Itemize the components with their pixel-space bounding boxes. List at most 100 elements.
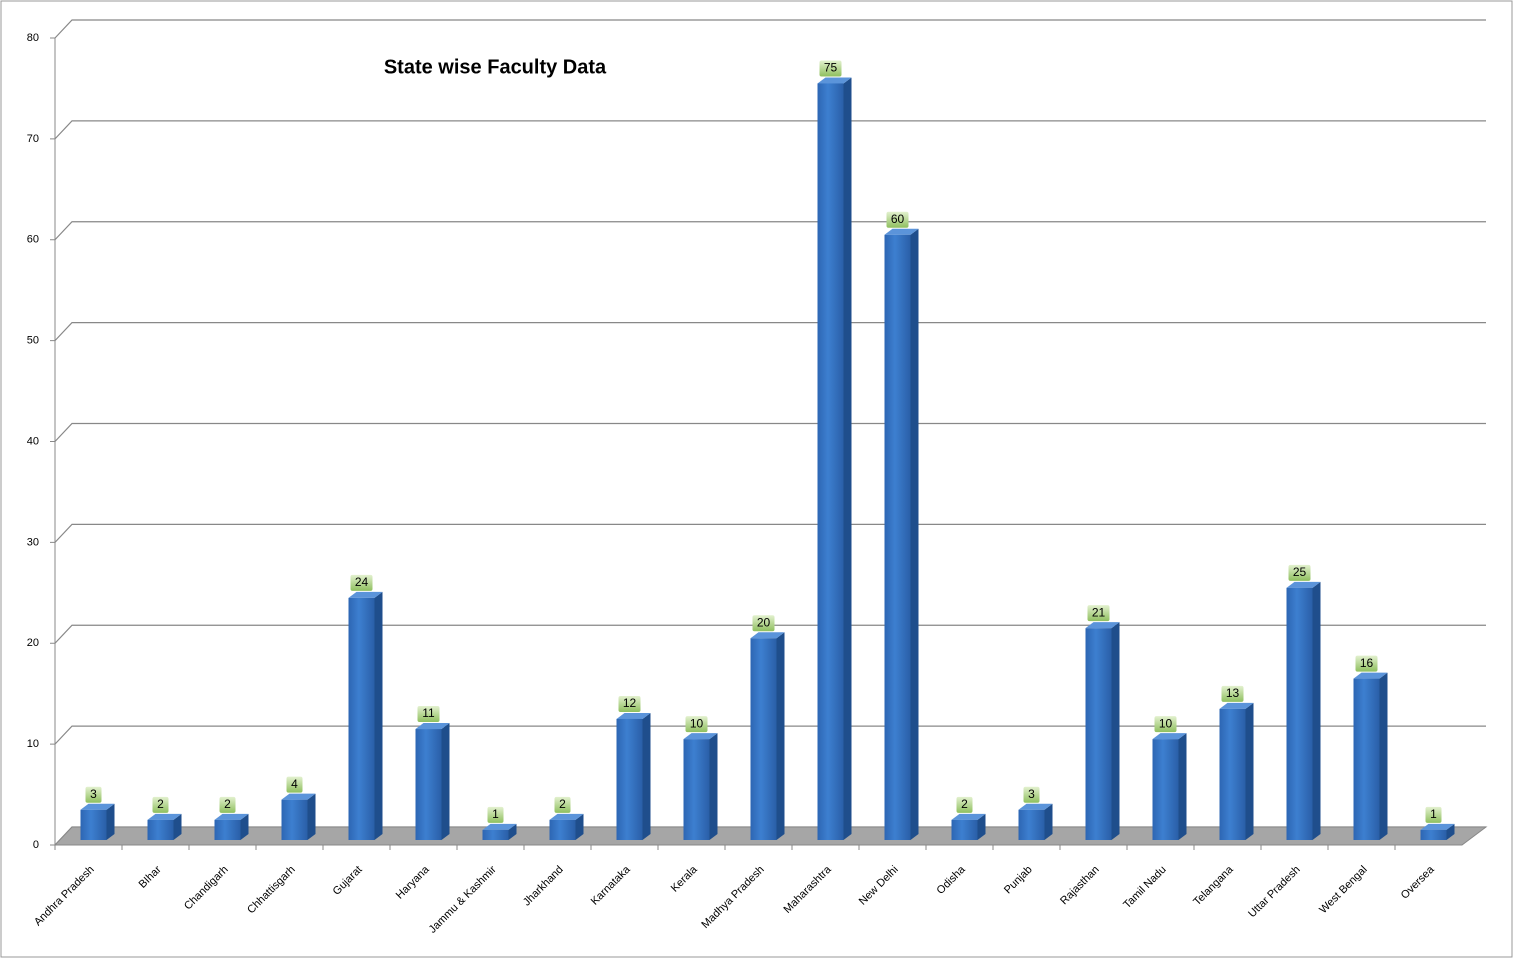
bar-side [1379, 672, 1388, 840]
bar-top [348, 591, 383, 598]
value-label: 10 [690, 716, 704, 730]
bar-top [817, 77, 852, 84]
value-label-box [219, 796, 236, 813]
bar-top [549, 813, 584, 820]
bar [482, 829, 509, 840]
grid-line [54, 725, 1486, 745]
grid-line [54, 221, 1486, 241]
value-label: 3 [1028, 787, 1035, 801]
bar-side [1446, 823, 1455, 840]
value-label-box [152, 796, 169, 813]
value-label-box [417, 706, 440, 723]
value-label: 11 [422, 706, 435, 720]
bar-top [1420, 823, 1455, 830]
value-label-box [685, 716, 708, 733]
bar [1085, 628, 1112, 840]
bar [750, 638, 777, 840]
bar-side [1044, 803, 1053, 840]
bar [281, 799, 308, 840]
value-label-box [1355, 655, 1378, 672]
grid-line [54, 322, 1486, 342]
value-label-box [956, 796, 973, 813]
bar [147, 819, 174, 840]
y-tick-label: 10 [27, 738, 39, 750]
y-tick-label: 50 [27, 335, 39, 347]
bar-side [106, 803, 115, 840]
bar-side [374, 591, 383, 840]
value-label: 12 [623, 696, 637, 710]
value-label: 2 [559, 797, 566, 811]
bar-top [415, 723, 450, 730]
bar [1219, 708, 1246, 840]
bar-top [1286, 581, 1321, 588]
value-label-box [1425, 806, 1442, 823]
value-label: 2 [224, 797, 231, 811]
bar [1420, 829, 1447, 840]
value-label: 24 [355, 575, 369, 589]
bar-side [1178, 733, 1187, 840]
bar-top [214, 813, 249, 820]
value-label-box [286, 776, 303, 793]
bar-side [977, 813, 986, 840]
value-label: 21 [1092, 605, 1106, 619]
bar-top [683, 733, 718, 740]
value-label: 20 [757, 615, 771, 629]
y-tick-label: 20 [27, 637, 39, 649]
grid-line [54, 19, 1486, 39]
bar-top [482, 823, 517, 830]
value-label-box [819, 60, 842, 77]
bar-side [441, 723, 450, 840]
grid-line [54, 523, 1486, 543]
bar [616, 718, 643, 840]
bar [683, 739, 710, 840]
bar-top [80, 803, 115, 810]
bar-side [240, 813, 249, 840]
chart-title: State wise Faculty Data [384, 56, 607, 78]
grid-line [54, 120, 1486, 140]
bar [951, 819, 978, 840]
bar-top [1219, 702, 1254, 709]
bar-top [884, 228, 919, 235]
value-label: 2 [157, 797, 164, 811]
bar [415, 729, 442, 840]
bar-side [843, 77, 852, 840]
value-label-box [1154, 716, 1177, 733]
bar-side [709, 733, 718, 840]
value-label: 1 [492, 807, 499, 821]
value-label-box [554, 796, 571, 813]
bar [1018, 809, 1045, 840]
value-label-box [1221, 685, 1244, 702]
grid-line [54, 624, 1486, 644]
value-label: 16 [1360, 656, 1374, 670]
bar [214, 819, 241, 840]
value-label: 25 [1293, 565, 1307, 579]
value-label: 1 [1430, 807, 1437, 821]
value-label: 4 [291, 777, 298, 791]
value-label-box [1087, 605, 1110, 622]
value-label: 10 [1159, 716, 1173, 730]
bar-side [307, 793, 316, 840]
bar-side [1312, 581, 1321, 840]
y-tick-label: 40 [27, 435, 39, 447]
grid-line [54, 422, 1486, 442]
value-label-box [85, 786, 102, 803]
bar-side [776, 632, 785, 840]
bar-top [1353, 672, 1388, 679]
value-label-box [1288, 564, 1311, 581]
value-label: 60 [891, 212, 905, 226]
bar-top [1152, 733, 1187, 740]
bar-top [750, 632, 785, 639]
bar-side [642, 712, 651, 840]
bar [348, 597, 375, 840]
bar [1152, 739, 1179, 840]
y-tick-label: 30 [27, 536, 39, 548]
value-label-box [487, 806, 504, 823]
bar [884, 234, 911, 840]
bar-top [281, 793, 316, 800]
bar [817, 83, 844, 840]
bar-top [147, 813, 182, 820]
bar-side [1245, 702, 1254, 840]
bar-side [575, 813, 584, 840]
value-label-box [886, 211, 909, 228]
